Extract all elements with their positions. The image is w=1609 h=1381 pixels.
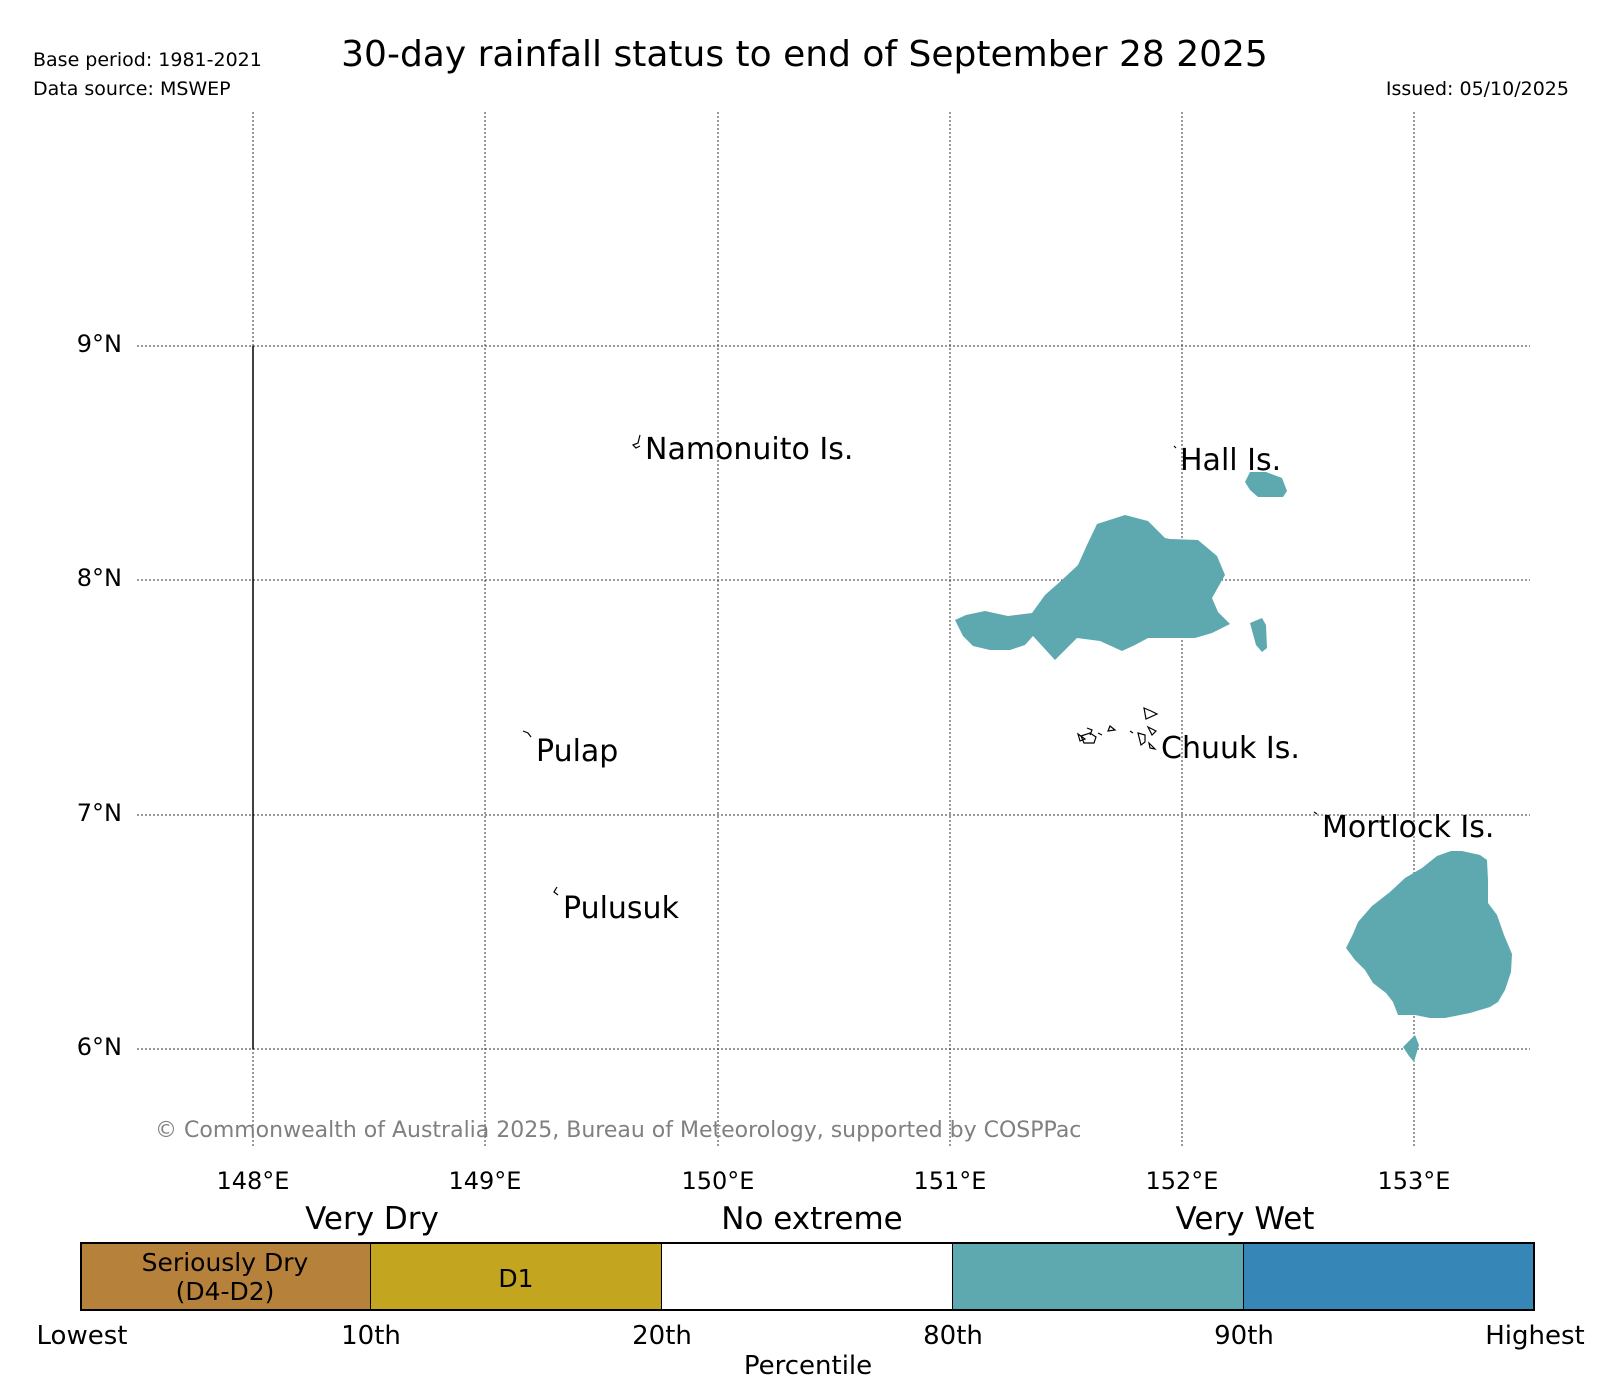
data-source: Data source: MSWEP [33, 78, 231, 100]
island-chuuk-3 [1086, 727, 1093, 736]
island-pulusuk [553, 886, 559, 896]
lon-label-152e: 152°E [1145, 1167, 1219, 1195]
lat-label-9n: 9°N [76, 330, 122, 358]
island-namonuito [631, 434, 641, 449]
lon-label-150e: 150°E [681, 1167, 755, 1195]
island-chuuk-5 [1107, 725, 1117, 732]
colorbar-segment-extremely-wet [1244, 1242, 1535, 1311]
colorbar-label-d1: D1 [498, 1264, 534, 1293]
island-outlines [522, 434, 1318, 896]
percentile-tick-lowest: Lowest [36, 1321, 128, 1351]
wet-area-central [955, 515, 1230, 660]
place-label-chuuk: Chuuk Is. [1161, 731, 1300, 766]
issued-date: Issued: 05/10/2025 [1385, 78, 1569, 100]
island-pulap [522, 730, 532, 738]
place-label-pulusuk: Pulusuk [563, 891, 679, 926]
colorbar-segment-seriously-dry: Seriously Dry (D4-D2) [80, 1242, 371, 1311]
place-label-pulap: Pulap [536, 734, 619, 769]
island-chuuk-9 [1129, 730, 1134, 734]
island-chuuk-1 [1143, 707, 1159, 720]
island-chuuk-2 [1080, 732, 1097, 744]
lon-label-151e: 151°E [913, 1167, 987, 1195]
colorbar-segment-no-extreme [662, 1242, 953, 1311]
colorbar-segment-very-wet [953, 1242, 1244, 1311]
colorbar-label-d4-d2: (D4-D2) [175, 1276, 275, 1306]
island-mortlock [1313, 811, 1318, 815]
percentile-tick-80th: 80th [923, 1321, 983, 1351]
wet-area-south-islet [1403, 1035, 1419, 1062]
percentile-axis-label: Percentile [743, 1351, 873, 1381]
percentile-tick-20th: 20th [632, 1321, 692, 1351]
island-chuuk-10 [1097, 732, 1103, 736]
percentile-tick-90th: 90th [1214, 1321, 1274, 1351]
colorbar-segment-d1: D1 [371, 1242, 662, 1311]
lat-label-8n: 8°N [76, 564, 122, 592]
legend-category-no-extreme: No extreme [721, 1201, 903, 1237]
island-chuuk-6 [1137, 732, 1146, 747]
wet-areas [955, 472, 1512, 1062]
island-chuuk-4 [1076, 732, 1087, 742]
place-label-mortlock: Mortlock Is. [1322, 810, 1495, 845]
legend-category-very-wet: Very Wet [1175, 1201, 1315, 1237]
island-chuuk-7 [1146, 725, 1158, 737]
lon-label-148e: 148°E [216, 1167, 290, 1195]
island-hall [1173, 445, 1177, 449]
island-chuuk-8 [1148, 741, 1157, 750]
lat-label-6n: 6°N [76, 1033, 122, 1061]
map-title: 30-day rainfall status to end of Septemb… [341, 34, 1268, 75]
percentile-tick-10th: 10th [341, 1321, 401, 1351]
gridlines [137, 112, 1530, 1148]
copyright-notice: © Commonwealth of Australia 2025, Bureau… [155, 1118, 1082, 1143]
wet-area-mortlock [1346, 851, 1512, 1018]
wet-area-hall [1245, 472, 1287, 497]
legend-category-very-dry: Very Dry [305, 1201, 439, 1237]
lat-label-7n: 7°N [76, 799, 122, 827]
place-label-hall: Hall Is. [1180, 443, 1282, 478]
lon-label-149e: 149°E [448, 1167, 522, 1195]
base-period: Base period: 1981-2021 [33, 49, 262, 71]
lon-label-153e: 153°E [1377, 1167, 1451, 1195]
place-label-namonuito: Namonuito Is. [645, 432, 854, 467]
percentile-tick-highest: Highest [1485, 1321, 1585, 1351]
colorbar-label-seriously-dry: Seriously Dry [141, 1247, 309, 1277]
wet-area-small-east [1250, 618, 1267, 652]
